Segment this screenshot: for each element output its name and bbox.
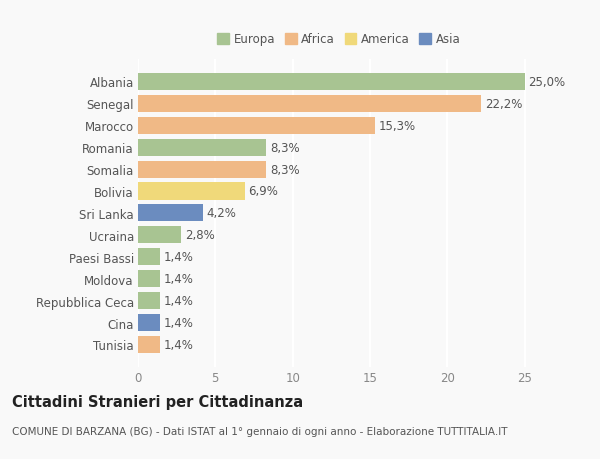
Text: 22,2%: 22,2% [485,98,523,111]
Text: 1,4%: 1,4% [164,338,193,351]
Text: 4,2%: 4,2% [207,207,236,220]
Legend: Europa, Africa, America, Asia: Europa, Africa, America, Asia [212,28,466,51]
Text: 1,4%: 1,4% [164,273,193,285]
Text: 25,0%: 25,0% [529,76,566,89]
Bar [138,73,524,91]
Bar [138,336,160,353]
Text: 1,4%: 1,4% [164,295,193,308]
Bar [138,183,245,200]
Bar [138,314,160,331]
Text: 1,4%: 1,4% [164,316,193,329]
Text: Cittadini Stranieri per Cittadinanza: Cittadini Stranieri per Cittadinanza [12,394,303,409]
Text: 8,3%: 8,3% [270,141,300,154]
Bar [138,139,266,157]
Bar [138,227,181,244]
Text: 15,3%: 15,3% [379,119,416,132]
Text: COMUNE DI BARZANA (BG) - Dati ISTAT al 1° gennaio di ogni anno - Elaborazione TU: COMUNE DI BARZANA (BG) - Dati ISTAT al 1… [12,426,508,436]
Bar [138,205,203,222]
Text: 8,3%: 8,3% [270,163,300,176]
Text: 2,8%: 2,8% [185,229,215,242]
Text: 1,4%: 1,4% [164,251,193,263]
Bar [138,95,481,112]
Text: 6,9%: 6,9% [248,185,278,198]
Bar [138,270,160,288]
Bar [138,161,266,178]
Bar [138,118,374,134]
Bar [138,292,160,309]
Bar [138,249,160,266]
